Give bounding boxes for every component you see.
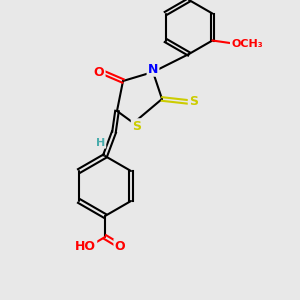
Text: HO: HO [75, 239, 96, 253]
Text: O: O [94, 65, 104, 79]
Text: S: S [132, 119, 141, 133]
Text: H: H [96, 137, 105, 148]
Text: OCH₃: OCH₃ [231, 38, 263, 49]
Text: S: S [189, 95, 198, 109]
Text: N: N [148, 62, 158, 76]
Text: O: O [115, 239, 125, 253]
